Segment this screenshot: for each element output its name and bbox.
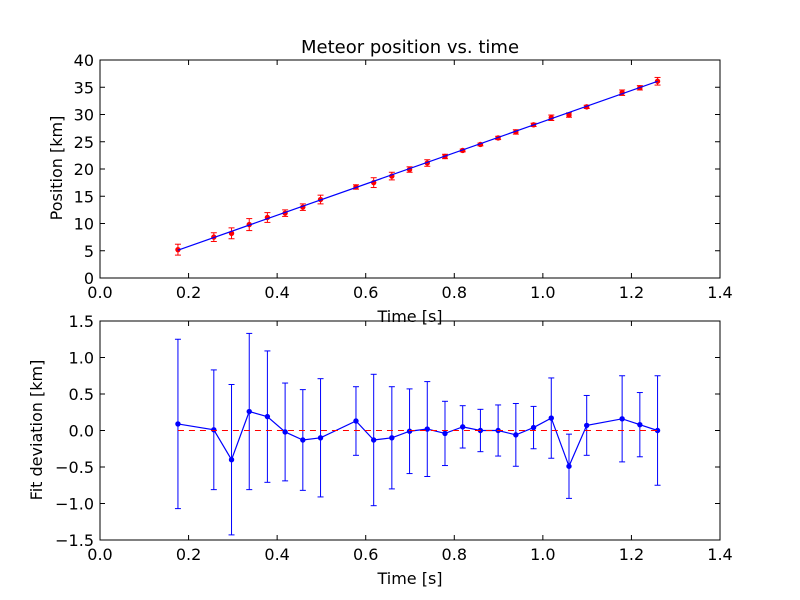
deviation-data-point bbox=[442, 430, 448, 437]
deviation-x-tick-label: 0.4 bbox=[264, 545, 289, 564]
position-x-axis-label: Time [s] bbox=[376, 307, 442, 326]
deviation-x-ticks: 0.0 0.2 0.4 0.6 0.8 1.0 1.2 1.4 bbox=[87, 321, 733, 564]
deviation-data-point bbox=[317, 435, 324, 441]
deviation-y-tick-label: 1.5 bbox=[69, 312, 94, 331]
deviation-data-point bbox=[264, 413, 271, 420]
deviation-x-axis-label: Time [s] bbox=[376, 569, 442, 588]
deviation-y-tick-label: −1.0 bbox=[55, 495, 94, 514]
deviation-y-tick-label: 0.0 bbox=[69, 422, 94, 441]
deviation-data-point bbox=[282, 429, 288, 435]
position-y-tick-label: 40 bbox=[74, 51, 94, 70]
position-x-tick-label: 0.2 bbox=[176, 283, 201, 302]
position-y-tick-label: 30 bbox=[74, 106, 94, 125]
position-x-tick-label: 1.0 bbox=[530, 283, 555, 302]
deviation-data-point bbox=[246, 408, 252, 415]
deviation-x-tick-label: 1.2 bbox=[619, 545, 644, 564]
deviation-data-point bbox=[566, 463, 572, 469]
deviation-y-tick-label: 1.0 bbox=[69, 349, 94, 368]
position-plot-area bbox=[174, 76, 661, 256]
deviation-x-tick-label: 0.0 bbox=[87, 545, 112, 564]
deviation-x-tick-label: 0.2 bbox=[176, 545, 201, 564]
deviation-y-tick-label: −0.5 bbox=[55, 458, 94, 477]
deviation-data-point bbox=[389, 435, 395, 441]
deviation-x-tick-label: 0.6 bbox=[353, 545, 378, 564]
deviation-y-ticks: 1.5 1.0 0.5 0.0 −0.5 −1.0 −1.5 bbox=[55, 312, 720, 550]
deviation-data-point bbox=[619, 416, 625, 422]
position-x-tick-label: 0.8 bbox=[442, 283, 467, 302]
deviation-y-tick-label: −1.5 bbox=[55, 531, 94, 550]
deviation-x-tick-label: 0.8 bbox=[442, 545, 467, 564]
deviation-data-point bbox=[637, 421, 643, 428]
deviation-plot-area bbox=[174, 332, 661, 536]
deviation-data-point bbox=[584, 422, 590, 429]
deviation-x-tick-label: 1.4 bbox=[707, 545, 732, 564]
deviation-panel: Fit deviation [km] Time [s] 0.0 0.2 0.4 0.6… bbox=[27, 312, 733, 588]
position-y-tick-label: 20 bbox=[74, 160, 94, 179]
deviation-data-point bbox=[548, 415, 554, 421]
deviation-data-point bbox=[460, 424, 466, 430]
deviation-y-tick-label: 0.5 bbox=[69, 385, 94, 404]
position-y-tick-label: 0 bbox=[84, 269, 94, 288]
position-x-tick-label: 0.4 bbox=[264, 283, 289, 302]
position-y-tick-label: 5 bbox=[84, 242, 94, 261]
fit-line bbox=[177, 80, 658, 251]
position-y-axis-label: Position [km] bbox=[47, 116, 66, 221]
position-x-tick-label: 0.6 bbox=[353, 283, 378, 302]
position-x-tick-label: 1.2 bbox=[619, 283, 644, 302]
position-chart-title: Meteor position vs. time bbox=[301, 37, 519, 58]
position-panel: Meteor position vs. time Position [km] T… bbox=[47, 37, 733, 326]
deviation-y-axis-label: Fit deviation [km] bbox=[27, 360, 46, 501]
deviation-data-point bbox=[513, 432, 519, 438]
position-y-tick-label: 35 bbox=[74, 78, 94, 97]
position-y-ticks: 0 5 10 15 20 25 30 35 40 bbox=[74, 51, 720, 288]
deviation-data-point bbox=[424, 426, 430, 432]
deviation-data-point bbox=[353, 418, 359, 424]
deviation-data-point bbox=[175, 421, 181, 427]
position-y-tick-label: 25 bbox=[74, 133, 94, 152]
deviation-data-point bbox=[300, 437, 306, 443]
position-x-ticks: 0.0 0.2 0.4 0.6 0.8 1.0 1.2 1.4 bbox=[87, 60, 733, 302]
deviation-data-point bbox=[228, 457, 235, 463]
deviation-data-point bbox=[406, 428, 413, 434]
deviation-data-point bbox=[370, 437, 377, 443]
position-x-tick-label: 1.4 bbox=[707, 283, 732, 302]
deviation-x-tick-label: 1.0 bbox=[530, 545, 555, 564]
position-x-tick-label: 0.0 bbox=[87, 283, 112, 302]
position-y-tick-label: 15 bbox=[74, 187, 94, 206]
position-y-tick-label: 10 bbox=[74, 215, 94, 234]
deviation-data-point bbox=[530, 424, 537, 431]
deviation-data-point bbox=[211, 427, 217, 433]
